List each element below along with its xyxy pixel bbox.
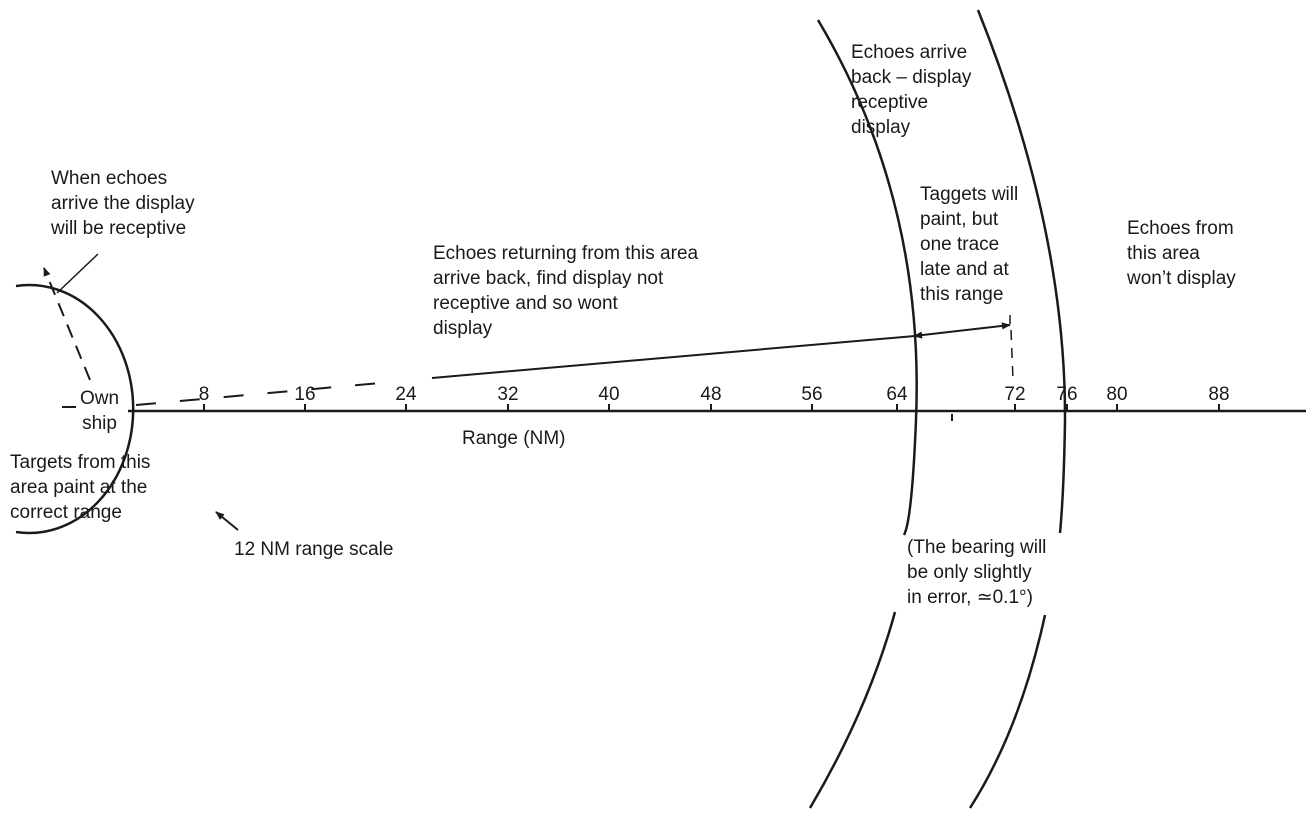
double-arrow — [913, 322, 1011, 339]
label-targets-correct-range: Targets from this area paint at the corr… — [10, 452, 151, 523]
axis-title: Range (NM) — [462, 428, 566, 449]
outer-arc-bottom — [968, 614, 1047, 809]
tick-label-56: 56 — [801, 384, 823, 405]
tick-label-48: 48 — [700, 384, 722, 405]
outer-arc-upper — [976, 9, 1067, 421]
tick-label-76: 76 — [1056, 384, 1078, 405]
label-range-scale-12: 12 NM range scale — [234, 539, 394, 560]
label-echoes-from-area: Echoes from this area won’t display — [1127, 218, 1236, 289]
axis-ticks — [203, 404, 1220, 421]
range-scale-pointer — [215, 511, 239, 531]
own-ship-label: Own ship — [80, 388, 120, 434]
tick-label-80: 80 — [1106, 384, 1128, 405]
label-when-echoes: When echoes arrive the display will be r… — [51, 168, 195, 239]
tick-label-88: 88 — [1208, 384, 1230, 405]
tick-label-16: 16 — [294, 384, 316, 405]
label-echoes-returning: Echoes returning from this area arrive b… — [433, 243, 699, 339]
label-targets-will-paint: Taggets will paint, but one trace late a… — [920, 184, 1019, 305]
when-echoes-leader — [56, 253, 99, 294]
dashed-drop-72 — [1010, 329, 1014, 381]
label-echoes-arrive-back: Echoes arrive back – display receptive d… — [851, 42, 972, 138]
tick-label-24: 24 — [395, 384, 417, 405]
dashed-range-line — [135, 382, 381, 406]
inner-arc-lower — [902, 419, 918, 536]
inner-arc-bottom — [808, 611, 897, 809]
own-ship-radius-dashed — [43, 267, 91, 381]
solid-range-line — [431, 335, 916, 379]
range-scale-circle — [15, 283, 135, 535]
tick-label-40: 40 — [598, 384, 620, 405]
tick-label-64: 64 — [886, 384, 908, 405]
tick-label-72: 72 — [1004, 384, 1026, 405]
inner-arc-upper — [816, 19, 918, 421]
outer-arc-lower — [1058, 419, 1067, 534]
tick-label-8: 8 — [198, 384, 210, 405]
tick-label-32: 32 — [497, 384, 519, 405]
label-bearing-note: (The bearing will be only slightly in er… — [907, 537, 1047, 608]
